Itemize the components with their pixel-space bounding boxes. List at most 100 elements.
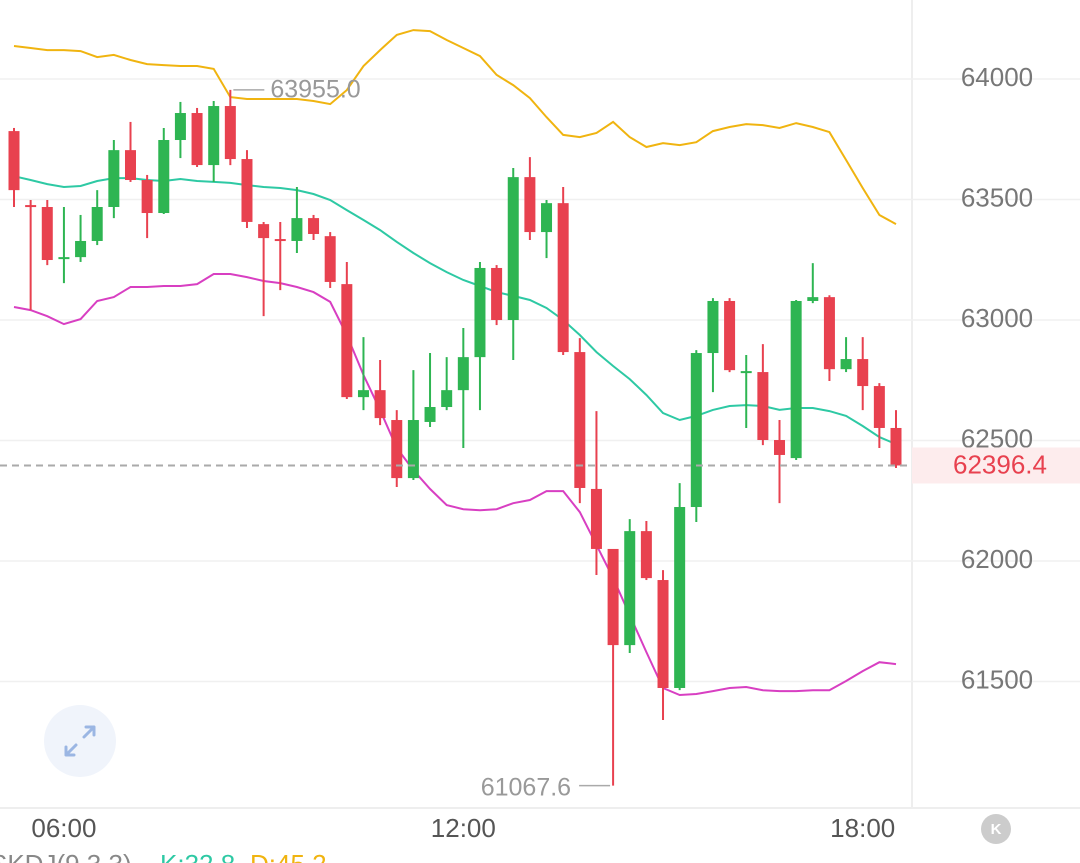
candle (357, 337, 369, 411)
candle (541, 200, 553, 259)
candle-body (873, 386, 885, 428)
candle (91, 190, 103, 246)
candle (324, 232, 336, 288)
candle-body (308, 218, 320, 234)
candle-body (291, 218, 303, 241)
band-line (13, 29, 897, 225)
candle (574, 338, 586, 504)
candle-body (590, 488, 602, 549)
candle-body (191, 113, 203, 166)
candle (25, 200, 37, 311)
min-label: 61067.6 (481, 773, 571, 801)
candle (857, 337, 869, 411)
candle-body (690, 353, 702, 508)
max-label: 63955.0 (270, 75, 360, 103)
indicator-k: K:32.8 (160, 849, 235, 863)
candle (524, 157, 536, 241)
candle-body (208, 106, 220, 166)
candle-body (740, 371, 752, 374)
candle (590, 411, 602, 575)
candle-body (274, 239, 286, 242)
candle-body (41, 207, 53, 261)
candle (823, 295, 835, 381)
candle (474, 261, 486, 411)
candle (441, 357, 453, 411)
y-tick-label: 62000 (961, 544, 1033, 574)
candle-body (607, 548, 619, 646)
candle (624, 519, 636, 654)
indicator-name: SKDJ(9,3,3) (0, 849, 132, 863)
candle-body (657, 580, 669, 688)
candle-body (141, 180, 153, 214)
candle-body (507, 177, 519, 321)
candle-body (158, 140, 170, 214)
candle-body (224, 106, 236, 160)
candle-body (25, 205, 37, 208)
band-line (13, 273, 897, 697)
expand-button[interactable] (44, 705, 116, 777)
candle-body (58, 257, 70, 260)
candle-body (840, 359, 852, 370)
candle-body (341, 284, 353, 398)
candle-body (457, 357, 469, 391)
candle-body (890, 427, 902, 466)
candle (807, 263, 819, 304)
candle-body (624, 531, 636, 646)
candle-body (491, 267, 503, 321)
expand-button-bg[interactable] (44, 705, 116, 777)
candle (58, 207, 70, 284)
k-button-bg[interactable] (981, 814, 1011, 844)
y-tick-label: 63000 (961, 303, 1033, 333)
candle-body (8, 131, 20, 191)
candle (657, 570, 669, 721)
candle-body (324, 236, 336, 282)
candle-body (174, 113, 186, 141)
k-button-label[interactable]: K (991, 821, 1002, 838)
candle-body (357, 390, 369, 398)
candle-body (790, 300, 802, 459)
candle (141, 174, 153, 239)
candle (690, 350, 702, 522)
last-price-label: 62396.4 (953, 449, 1047, 479)
candle-body (441, 390, 453, 408)
k-button[interactable]: K (981, 814, 1011, 844)
candle (224, 89, 236, 166)
candle (407, 370, 419, 481)
candle (640, 520, 652, 581)
candle (740, 354, 752, 428)
x-tick-label: 18:00 (830, 813, 895, 843)
candle (108, 140, 120, 219)
candle (424, 353, 436, 428)
candle (757, 344, 769, 446)
candle-body (524, 177, 536, 233)
candle-body (674, 507, 686, 688)
candle (607, 548, 619, 786)
candle (873, 383, 885, 448)
candle-body (757, 372, 769, 441)
candle (208, 100, 220, 182)
candle-body (707, 300, 719, 354)
candle (707, 298, 719, 393)
candle (674, 483, 686, 691)
candle-body (823, 297, 835, 370)
candle-body (541, 203, 553, 233)
candle (308, 214, 320, 241)
expand-icon[interactable] (64, 725, 96, 757)
y-tick-label: 63500 (961, 182, 1033, 212)
candle (241, 150, 253, 228)
candle (75, 214, 87, 262)
candle (174, 101, 186, 159)
candle (41, 200, 53, 266)
candle (557, 186, 569, 355)
candle (374, 360, 386, 426)
candle (124, 121, 136, 182)
x-tick-label: 06:00 (31, 813, 96, 843)
candle (391, 410, 403, 488)
candle-body (557, 203, 569, 353)
candle (341, 261, 353, 400)
candle (840, 337, 852, 373)
candle-body (407, 420, 419, 479)
candle (258, 221, 270, 317)
